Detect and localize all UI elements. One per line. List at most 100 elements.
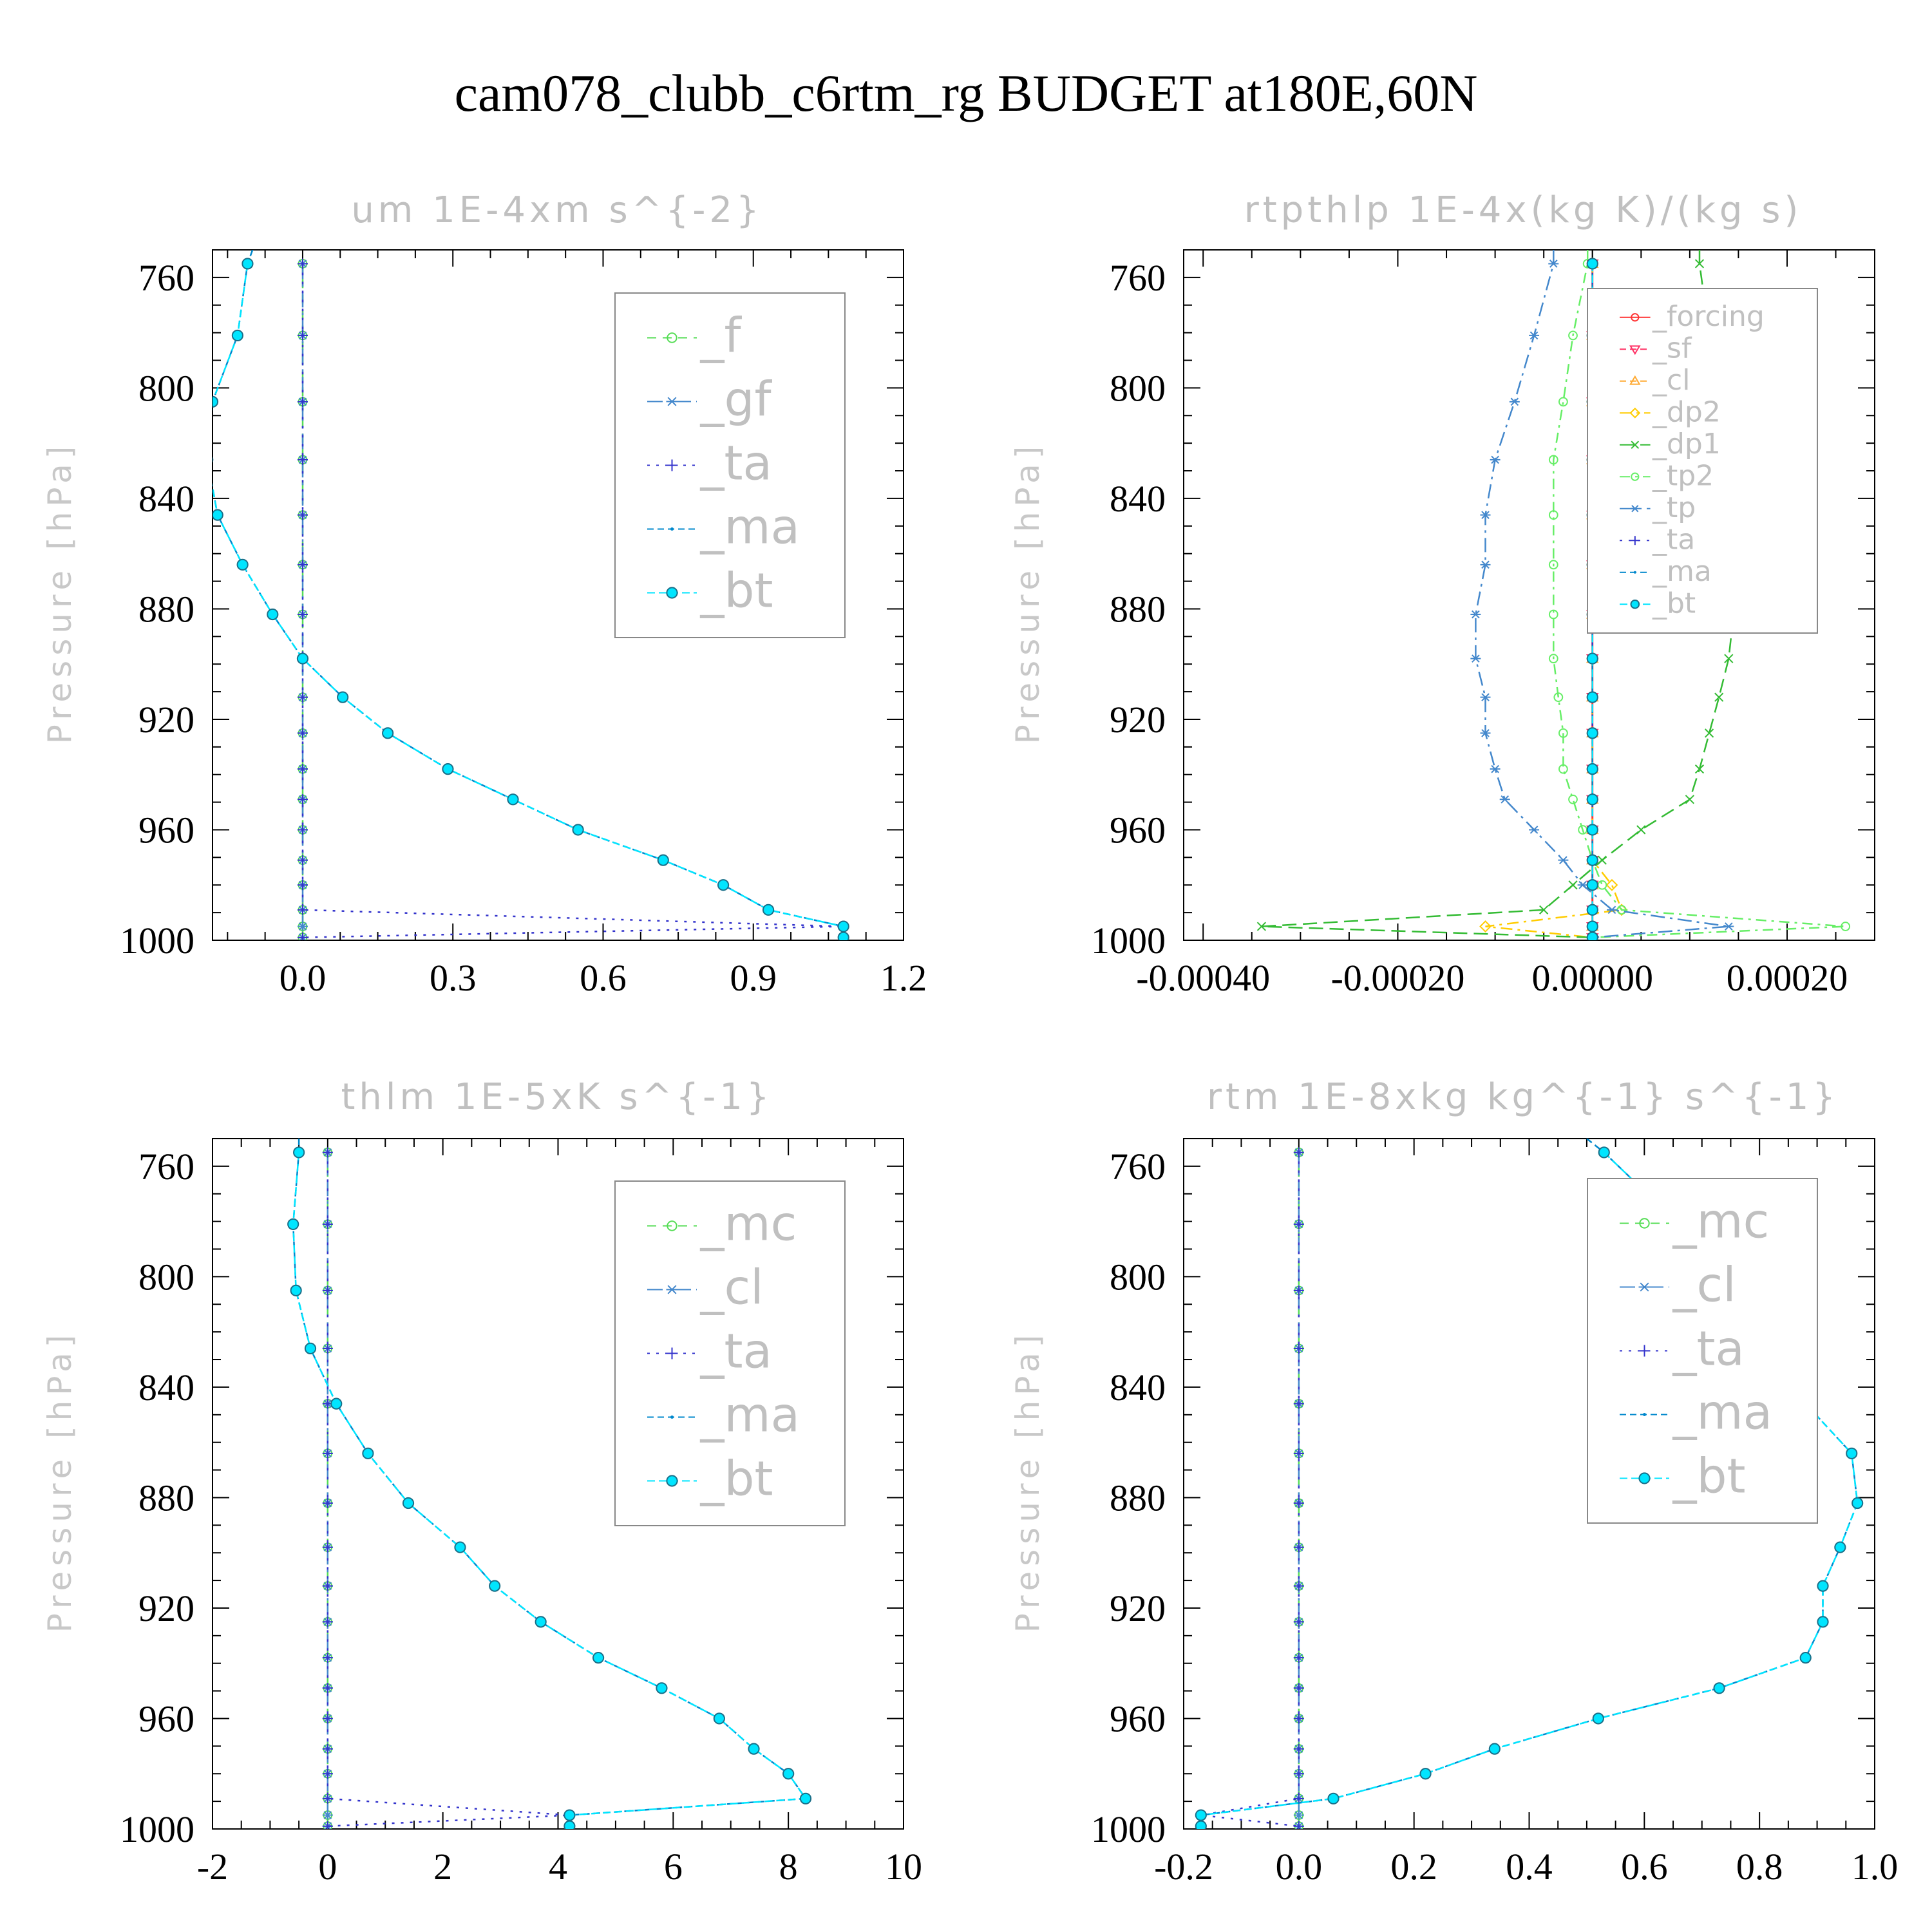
ticks-layer: -0.2 0.0 0.2 0.4 0.6 0.8 1.0 760 800 840 880 920 960… <box>1091 1138 1898 1888</box>
point-marker <box>799 1792 812 1804</box>
point-marker <box>1636 825 1646 835</box>
point-marker <box>1642 1412 1647 1417</box>
point-marker <box>1846 1447 1858 1459</box>
legend-label: _tp2 <box>1652 459 1714 492</box>
point-marker <box>1293 1811 1304 1819</box>
point-marker <box>1629 375 1641 385</box>
point-marker <box>837 920 849 933</box>
point-marker <box>656 1682 668 1694</box>
point-marker <box>297 509 308 520</box>
point-marker <box>666 1475 678 1487</box>
point-marker <box>837 931 849 940</box>
point-marker <box>322 1821 333 1829</box>
y-tick-label: 880 <box>138 1477 194 1519</box>
point-marker <box>1633 571 1636 574</box>
legend-label: _ma <box>700 1388 800 1443</box>
point-marker <box>1293 1793 1304 1804</box>
point-marker <box>1630 505 1640 513</box>
point-marker <box>1293 1713 1304 1724</box>
point-marker <box>337 691 349 703</box>
point-marker <box>1293 1743 1304 1754</box>
point-marker <box>1470 654 1481 663</box>
point-marker <box>287 1218 299 1231</box>
legend-label: _ta <box>700 436 772 491</box>
point-marker <box>1852 1497 1864 1510</box>
point-marker <box>1293 1616 1304 1627</box>
point-marker <box>1586 879 1598 891</box>
point-marker <box>1629 407 1641 419</box>
legend-item: _ma <box>1620 1385 1772 1441</box>
point-marker <box>666 587 678 599</box>
point-marker <box>717 879 730 891</box>
series-bt <box>213 258 849 940</box>
point-marker <box>1480 729 1491 737</box>
x-tick-label: 0.3 <box>430 957 477 999</box>
point-marker <box>1293 1147 1304 1158</box>
legend-item: _bt <box>1620 1449 1746 1504</box>
x-tick-label: 6 <box>664 1846 683 1888</box>
point-marker <box>1724 654 1734 663</box>
plot-area <box>213 250 849 940</box>
legend-label: _f <box>700 308 743 364</box>
point-marker <box>670 527 674 531</box>
point-marker <box>1553 692 1564 703</box>
y-axis-label: Pressure [hPa] <box>41 1330 79 1633</box>
legend-label: _forcing <box>1652 300 1765 333</box>
point-marker <box>297 728 308 739</box>
panel-title: rtpthlp 1E-4x(kg K)/(kg s) <box>1244 189 1803 231</box>
y-tick-label: 1000 <box>1091 1808 1166 1850</box>
y-tick-label: 1000 <box>120 1808 194 1850</box>
point-marker <box>1480 693 1491 701</box>
point-marker <box>1195 1809 1207 1821</box>
plot-area <box>287 1139 812 1829</box>
y-tick-label: 1000 <box>120 920 194 961</box>
point-marker <box>1685 795 1694 804</box>
point-marker <box>297 396 308 407</box>
legend-item: _ma <box>1620 555 1712 588</box>
point-marker <box>322 1683 333 1694</box>
point-marker <box>564 1809 576 1821</box>
point-marker <box>1529 826 1540 834</box>
legend-label: _ma <box>1672 1385 1772 1441</box>
y-tick-label: 760 <box>1110 257 1166 299</box>
x-tick-label: -0.00020 <box>1331 957 1465 999</box>
y-tick-label: 960 <box>1110 1698 1166 1739</box>
point-marker <box>402 1497 415 1510</box>
point-marker <box>297 794 308 805</box>
point-marker <box>297 692 308 703</box>
point-marker <box>782 1768 795 1780</box>
point-marker <box>1480 560 1491 569</box>
legend-item: _bt <box>647 564 773 619</box>
legend-label: _sf <box>1652 332 1692 365</box>
legend-label: _mc <box>700 1197 797 1252</box>
point-marker <box>748 1743 760 1755</box>
point-marker <box>322 1218 333 1229</box>
point-marker <box>1293 1653 1304 1663</box>
x-tick-label: 0.4 <box>1506 1846 1553 1888</box>
y-axis-label: Pressure [hPa] <box>1009 441 1046 744</box>
point-marker <box>290 1284 302 1296</box>
y-tick-label: 920 <box>1110 699 1166 741</box>
point-marker <box>1586 931 1598 940</box>
point-marker <box>322 1343 333 1354</box>
point-marker <box>1841 922 1851 931</box>
point-marker <box>1586 727 1598 739</box>
plot-frame <box>212 249 904 941</box>
point-marker <box>1638 1472 1651 1484</box>
x-tick-label: 0.00000 <box>1531 957 1653 999</box>
point-marker <box>1723 922 1734 931</box>
point-marker <box>666 1347 678 1359</box>
legend-label: _bt <box>1672 1449 1746 1504</box>
point-marker <box>1293 1580 1304 1591</box>
point-marker <box>297 855 308 866</box>
y-tick-label: 760 <box>138 257 194 299</box>
x-tick-label: 8 <box>779 1846 798 1888</box>
point-marker <box>564 1820 576 1829</box>
point-marker <box>535 1616 547 1628</box>
legend-label: _ma <box>700 500 800 555</box>
point-marker <box>670 1415 674 1419</box>
point-marker <box>1817 1616 1829 1628</box>
point-marker <box>1639 1218 1650 1229</box>
legend-item: _dp1 <box>1620 428 1721 460</box>
